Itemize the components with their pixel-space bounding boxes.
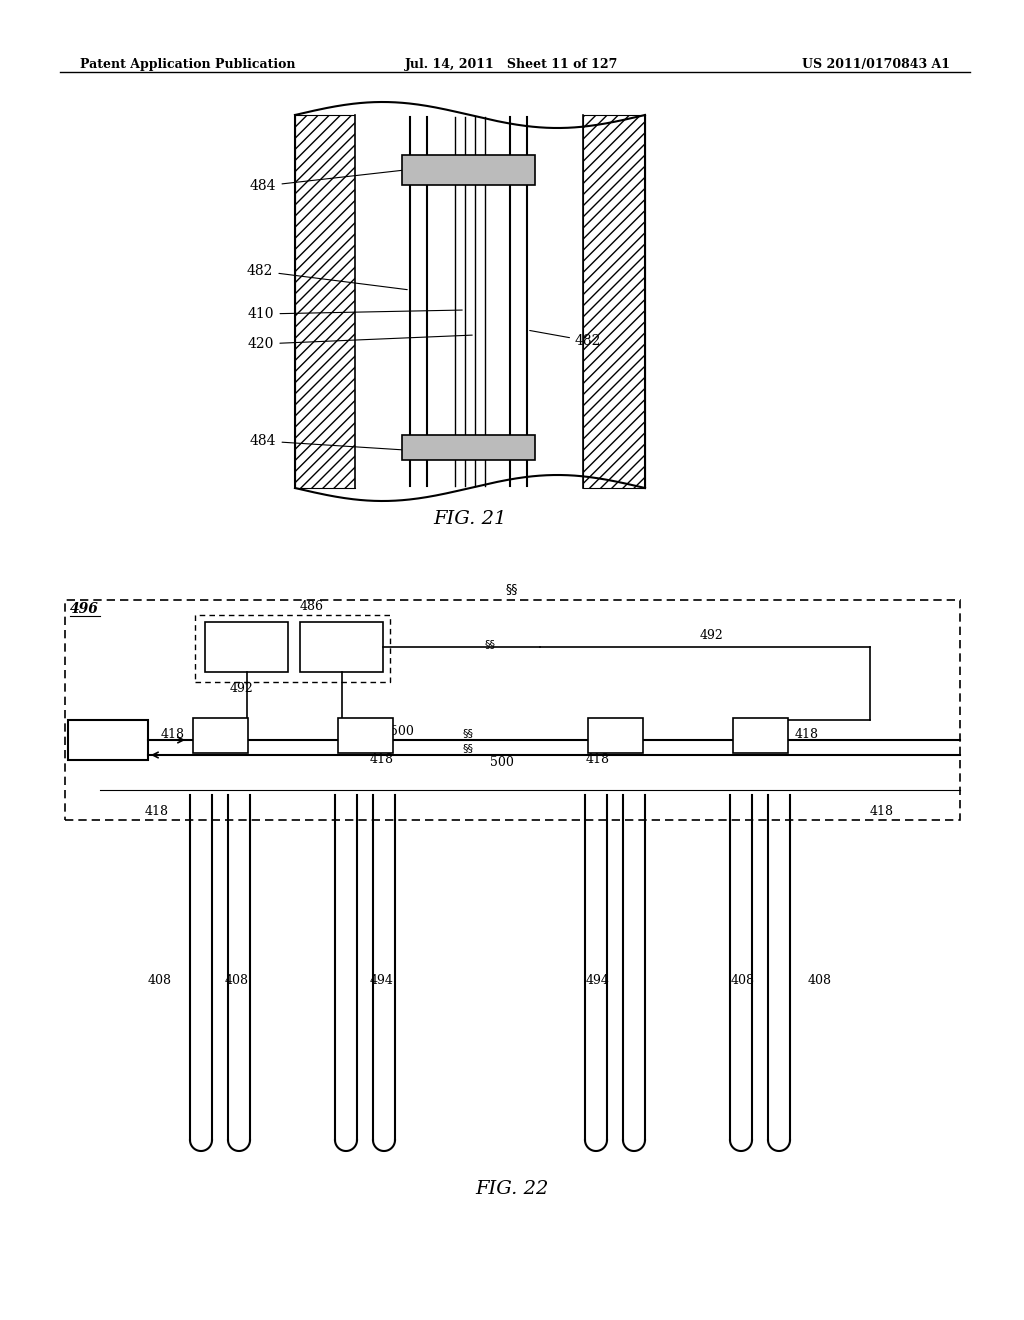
Text: 418: 418 [795, 729, 819, 742]
Text: 492: 492 [700, 630, 724, 642]
Text: 418: 418 [586, 752, 610, 766]
Bar [195, 615, 390, 682]
Text: FIG. 22: FIG. 22 [475, 1180, 549, 1199]
Bar [338, 718, 393, 752]
Text: US 2011/0170843 A1: US 2011/0170843 A1 [802, 58, 950, 71]
Text: 500: 500 [390, 725, 414, 738]
Bar [205, 622, 288, 672]
Text: §§: §§ [484, 639, 496, 649]
Bar [402, 154, 535, 185]
Text: 408: 408 [808, 974, 831, 986]
Bar [733, 718, 788, 752]
Bar [65, 601, 961, 820]
Bar [355, 115, 583, 488]
Text: 484: 484 [250, 434, 402, 450]
Text: 500: 500 [490, 756, 514, 770]
Text: 418: 418 [870, 805, 894, 818]
Text: 486: 486 [300, 601, 324, 612]
Bar [193, 718, 248, 752]
Text: 482: 482 [247, 264, 408, 289]
Text: §§: §§ [463, 743, 473, 752]
Text: 410: 410 [248, 308, 462, 321]
Text: Jul. 14, 2011   Sheet 11 of 127: Jul. 14, 2011 Sheet 11 of 127 [406, 58, 618, 71]
Text: 484: 484 [250, 170, 402, 193]
Bar [588, 718, 643, 752]
Text: 498: 498 [95, 734, 121, 747]
Text: 496: 496 [70, 602, 99, 616]
Text: FIG. 21: FIG. 21 [433, 510, 507, 528]
Bar [402, 436, 535, 459]
Bar [300, 622, 383, 672]
Text: 488: 488 [233, 640, 260, 653]
Text: 408: 408 [148, 974, 172, 986]
Text: 492: 492 [230, 682, 254, 696]
Text: 418: 418 [145, 805, 169, 818]
Text: 420: 420 [248, 335, 472, 351]
Bar [295, 115, 355, 488]
Text: 490: 490 [329, 640, 354, 653]
Text: 494: 494 [370, 974, 394, 986]
Bar [68, 719, 148, 760]
Text: §§: §§ [506, 582, 518, 595]
Text: 482: 482 [529, 330, 601, 348]
Text: §§: §§ [463, 729, 473, 738]
Text: 418: 418 [161, 729, 185, 742]
Bar [583, 115, 645, 488]
Text: 408: 408 [225, 974, 249, 986]
Text: Patent Application Publication: Patent Application Publication [80, 58, 296, 71]
Text: 418: 418 [370, 752, 394, 766]
Text: 408: 408 [731, 974, 755, 986]
Text: 494: 494 [586, 974, 610, 986]
